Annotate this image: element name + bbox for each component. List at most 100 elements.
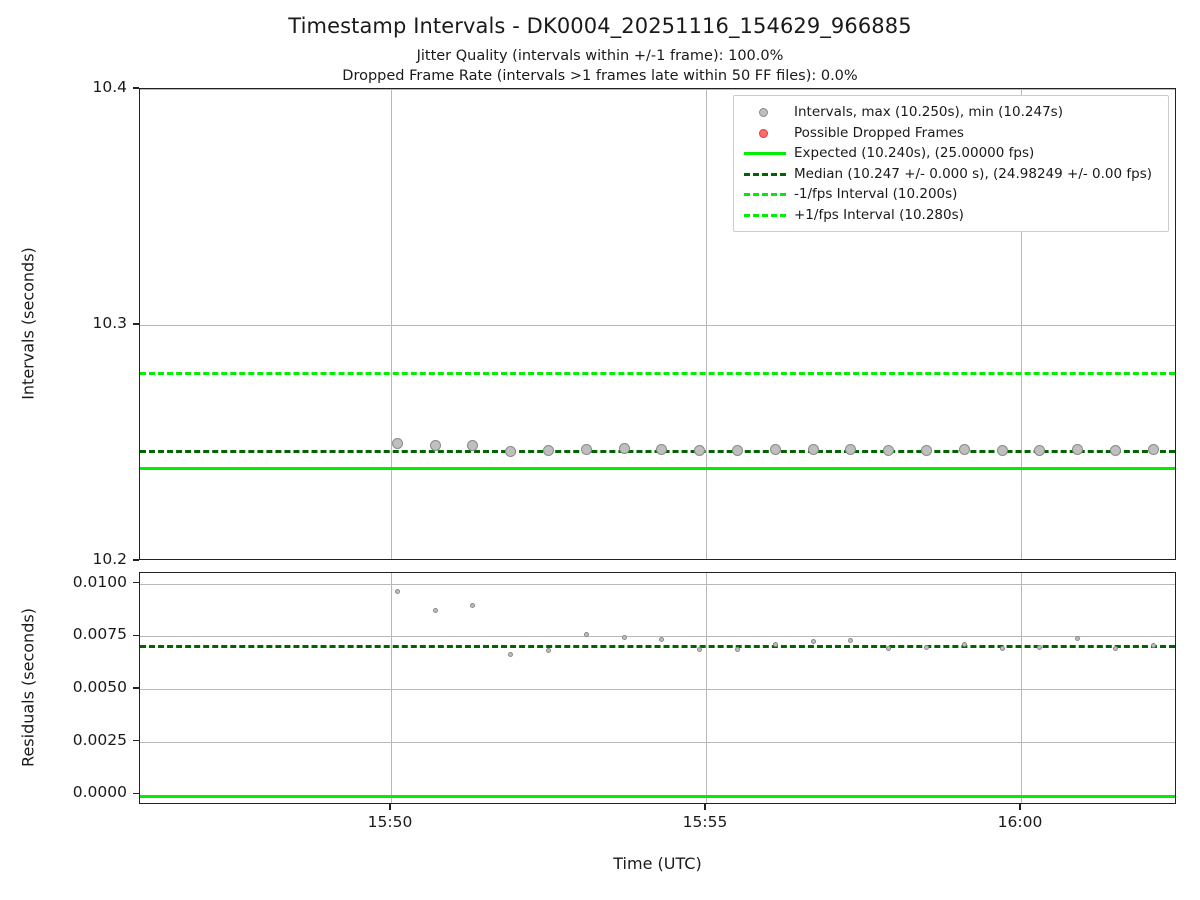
- figure-title: Timestamp Intervals - DK0004_20251116_15…: [288, 14, 912, 38]
- legend-item-label: -1/fps Interval (10.200s): [794, 186, 958, 203]
- interval-data-point: [996, 444, 1008, 456]
- interval-data-point: [1110, 444, 1121, 456]
- residuals-y-tick: [133, 792, 139, 795]
- residual-data-point: [621, 634, 627, 640]
- residual-data-point: [697, 647, 703, 653]
- time-x-axis-label: Time (UTC): [613, 854, 702, 873]
- legend-item: -1/fps Interval (10.200s): [742, 184, 1160, 205]
- interval-data-point: [1072, 444, 1084, 456]
- gridline-horizontal: [140, 583, 1175, 585]
- interval-data-point: [1147, 444, 1159, 456]
- residual-data-point: [659, 636, 665, 642]
- intervals-y-tick-label: 10.3: [92, 314, 127, 332]
- legend-marker-intervals-icon: [742, 103, 788, 121]
- residuals-y-tick: [133, 581, 139, 584]
- residuals-y-axis-label: Residuals (seconds): [18, 608, 38, 767]
- gridline-vertical: [1021, 573, 1022, 803]
- residual-data-point: [848, 638, 854, 644]
- residuals-y-tick-label: 0.0025: [72, 730, 127, 749]
- interval-data-point: [883, 444, 895, 456]
- gridline-horizontal: [140, 89, 1175, 90]
- residual-data-point: [772, 641, 778, 647]
- residuals-y-tick: [133, 687, 139, 689]
- time-tick-label: 16:00: [997, 813, 1043, 831]
- intervals-y-tick: [133, 559, 139, 561]
- gridline-horizontal: [140, 741, 1175, 743]
- interval-data-point: [467, 439, 479, 451]
- time-tick-label: 15:50: [367, 813, 413, 831]
- time-tick: [704, 804, 706, 810]
- residuals-y-tick-label: 0.0000: [72, 783, 127, 802]
- residual-data-point: [1037, 644, 1043, 650]
- legend-item: +1/fps Interval (10.280s): [742, 205, 1160, 226]
- residual-data-point: [546, 647, 551, 653]
- legend-line-expected-icon: [742, 144, 788, 162]
- legend-item-label: Expected (10.240s), (25.00000 fps): [794, 145, 1035, 162]
- line-swatch-icon: [744, 172, 786, 176]
- gridline-horizontal: [140, 636, 1175, 638]
- time-tick-label: 15:55: [682, 813, 728, 831]
- intervals-y-tick: [133, 323, 139, 325]
- residual-data-point: [432, 608, 438, 613]
- figure-subtitle-dropped-frame-rate: Dropped Frame Rate (intervals >1 frames …: [342, 68, 858, 84]
- interval-data-point: [769, 444, 781, 456]
- interval-data-point: [656, 443, 668, 455]
- legend-item-label: Median (10.247 +/- 0.000 s), (24.98249 +…: [794, 165, 1153, 182]
- legend-line-fps-bound-icon: [742, 206, 788, 224]
- reference-line-median-residual: [140, 644, 1175, 648]
- residual-data-point: [886, 646, 892, 652]
- legend-item-label: Possible Dropped Frames: [794, 124, 964, 141]
- gridline-vertical: [1021, 89, 1022, 559]
- interval-data-point: [1034, 444, 1046, 456]
- residual-data-point: [1075, 636, 1081, 642]
- gridline-horizontal: [140, 325, 1175, 326]
- gridline-vertical: [706, 89, 707, 559]
- interval-data-point: [921, 444, 932, 456]
- interval-data-point: [958, 444, 970, 456]
- residual-data-point: [961, 642, 967, 647]
- residuals-y-tick-label: 0.0050: [72, 678, 127, 696]
- residual-data-point: [508, 651, 514, 657]
- residual-data-point: [735, 646, 740, 652]
- legend-item: Median (10.247 +/- 0.000 s), (24.98249 +…: [742, 164, 1160, 185]
- intervals-y-tick-label: 10.2: [92, 550, 127, 568]
- legend-line-fps-bound-icon: [742, 185, 788, 203]
- time-tick: [389, 804, 391, 810]
- residuals-plot-area: [140, 573, 1175, 803]
- legend-marker-dropped-icon: [742, 124, 788, 142]
- residual-data-point: [394, 588, 400, 594]
- residual-data-point: [924, 645, 929, 651]
- gridline-horizontal: [140, 689, 1175, 690]
- interval-data-point: [845, 443, 857, 455]
- interval-data-point: [505, 445, 517, 457]
- residuals-y-tick-label: 0.0075: [72, 625, 127, 644]
- interval-data-point: [580, 444, 592, 456]
- reference-line-expected: [140, 466, 1175, 470]
- figure-subtitle-jitter-quality: Jitter Quality (intervals within +/-1 fr…: [416, 48, 784, 64]
- line-swatch-icon: [744, 152, 786, 156]
- gray-circle-icon: [759, 108, 768, 118]
- interval-data-point: [618, 443, 630, 455]
- intervals-y-tick: [133, 87, 139, 89]
- interval-data-point: [543, 445, 554, 457]
- gridline-vertical: [391, 89, 392, 559]
- residuals-y-tick-label: 0.0100: [72, 572, 127, 591]
- gridline-vertical: [391, 573, 392, 803]
- residual-data-point: [583, 632, 589, 638]
- interval-data-point: [391, 438, 403, 450]
- residual-data-point: [810, 639, 816, 645]
- residual-data-point: [1113, 645, 1118, 651]
- chart-legend: Intervals, max (10.250s), min (10.247s) P…: [733, 95, 1169, 232]
- legend-item: Expected (10.240s), (25.00000 fps): [742, 143, 1160, 164]
- line-swatch-icon: [744, 193, 786, 197]
- legend-line-median-icon: [742, 165, 788, 183]
- intervals-y-tick-label: 10.4: [92, 78, 127, 96]
- residual-data-point: [1150, 643, 1156, 649]
- residual-data-point: [470, 602, 476, 608]
- red-circle-icon: [759, 128, 768, 138]
- residuals-y-tick: [133, 739, 139, 742]
- interval-data-point: [732, 444, 743, 456]
- reference-line-1-fps-interval: [140, 372, 1175, 376]
- interval-data-point: [429, 439, 441, 451]
